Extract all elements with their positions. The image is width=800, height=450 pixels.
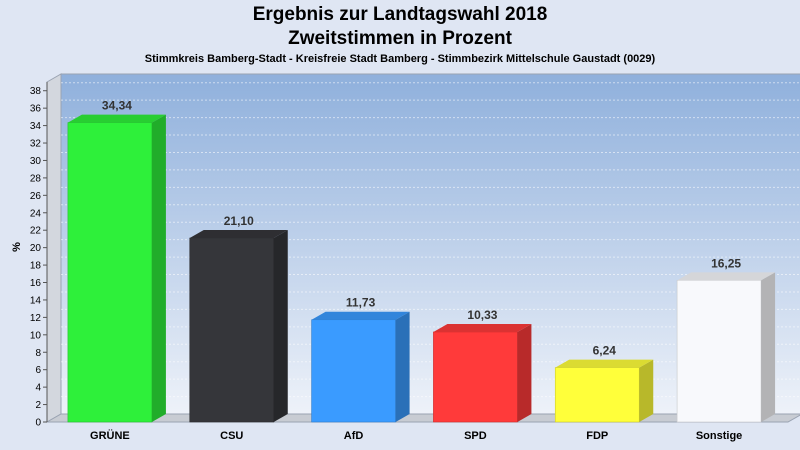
bar-side: [639, 359, 654, 422]
y-tick-label: 36: [30, 104, 42, 115]
data-label: 21,10: [224, 214, 254, 228]
y-tick-label: 22: [30, 226, 42, 237]
data-label: 10,33: [467, 308, 497, 322]
bar-sonstige: 16,25: [676, 256, 776, 423]
data-label: 6,24: [593, 344, 617, 358]
bar-afd: 11,73: [311, 296, 410, 423]
y-tick-label: 10: [30, 330, 42, 341]
bar-side: [273, 230, 288, 422]
y-tick-label: 38: [30, 86, 42, 97]
x-axis: GRÜNE CSU AfD SPD FDP Sonstige: [90, 429, 742, 442]
bar-top: [433, 323, 532, 332]
bar-top: [555, 359, 654, 368]
y-tick-label: 24: [30, 208, 42, 219]
x-tick-label: GRÜNE: [90, 429, 130, 442]
y-tick-label: 6: [35, 365, 41, 376]
y-tick-label: 30: [30, 156, 42, 167]
bar-grüne: 34,34: [67, 99, 166, 423]
y-tick-label: 28: [30, 173, 42, 184]
x-tick-label: Sonstige: [696, 430, 742, 442]
y-tick-label: 14: [30, 295, 42, 306]
bar-side: [151, 114, 166, 422]
y-tick-label: 18: [30, 261, 42, 272]
bar-front: [433, 331, 518, 423]
y-tick-label: 34: [30, 121, 42, 132]
bar-top: [189, 230, 288, 239]
bar-front: [311, 319, 396, 423]
bar-front: [676, 280, 762, 423]
bar-fdp: 6,24: [554, 344, 654, 423]
x-tick-label: SPD: [464, 430, 487, 442]
chart-caption: Stimmkreis Bamberg-Stadt - Kreisfreie St…: [144, 53, 656, 65]
y-tick-label: 12: [30, 313, 42, 324]
bar-side: [395, 311, 410, 422]
data-label: 11,73: [346, 296, 376, 310]
y-tick-label: 20: [30, 243, 42, 254]
bars: 34,34 21,10 11,73 10,33 6,24 16,25: [67, 99, 776, 423]
data-label: 34,34: [102, 99, 132, 113]
bar-spd: 10,33: [433, 308, 532, 423]
bar-front: [67, 122, 153, 423]
x-tick-label: CSU: [220, 430, 243, 442]
bar-top: [67, 114, 166, 123]
y-tick-label: 2: [35, 400, 41, 411]
x-tick-label: FDP: [586, 430, 608, 442]
y-tick-label: 0: [35, 418, 41, 429]
y-tick-label: 26: [30, 191, 42, 202]
chart-subtitle: Zweitstimmen in Prozent: [288, 28, 512, 49]
chart-title: Ergebnis zur Landtagswahl 2018: [252, 4, 548, 25]
bar-top: [311, 311, 410, 320]
bar-side: [517, 323, 532, 422]
data-label: 16,25: [711, 256, 741, 270]
bar-top: [677, 272, 776, 281]
y-tick-label: 8: [35, 348, 41, 359]
x-tick-label: AfD: [344, 430, 364, 442]
bar-side: [761, 272, 776, 422]
y-tick-label: 4: [35, 383, 41, 394]
y-tick-label: 32: [30, 139, 42, 150]
y-axis-label: %: [11, 242, 23, 252]
bar-front: [189, 237, 275, 423]
bar-csu: 21,10: [189, 214, 288, 423]
bar-front: [554, 367, 640, 423]
y-tick-label: 16: [30, 278, 42, 289]
